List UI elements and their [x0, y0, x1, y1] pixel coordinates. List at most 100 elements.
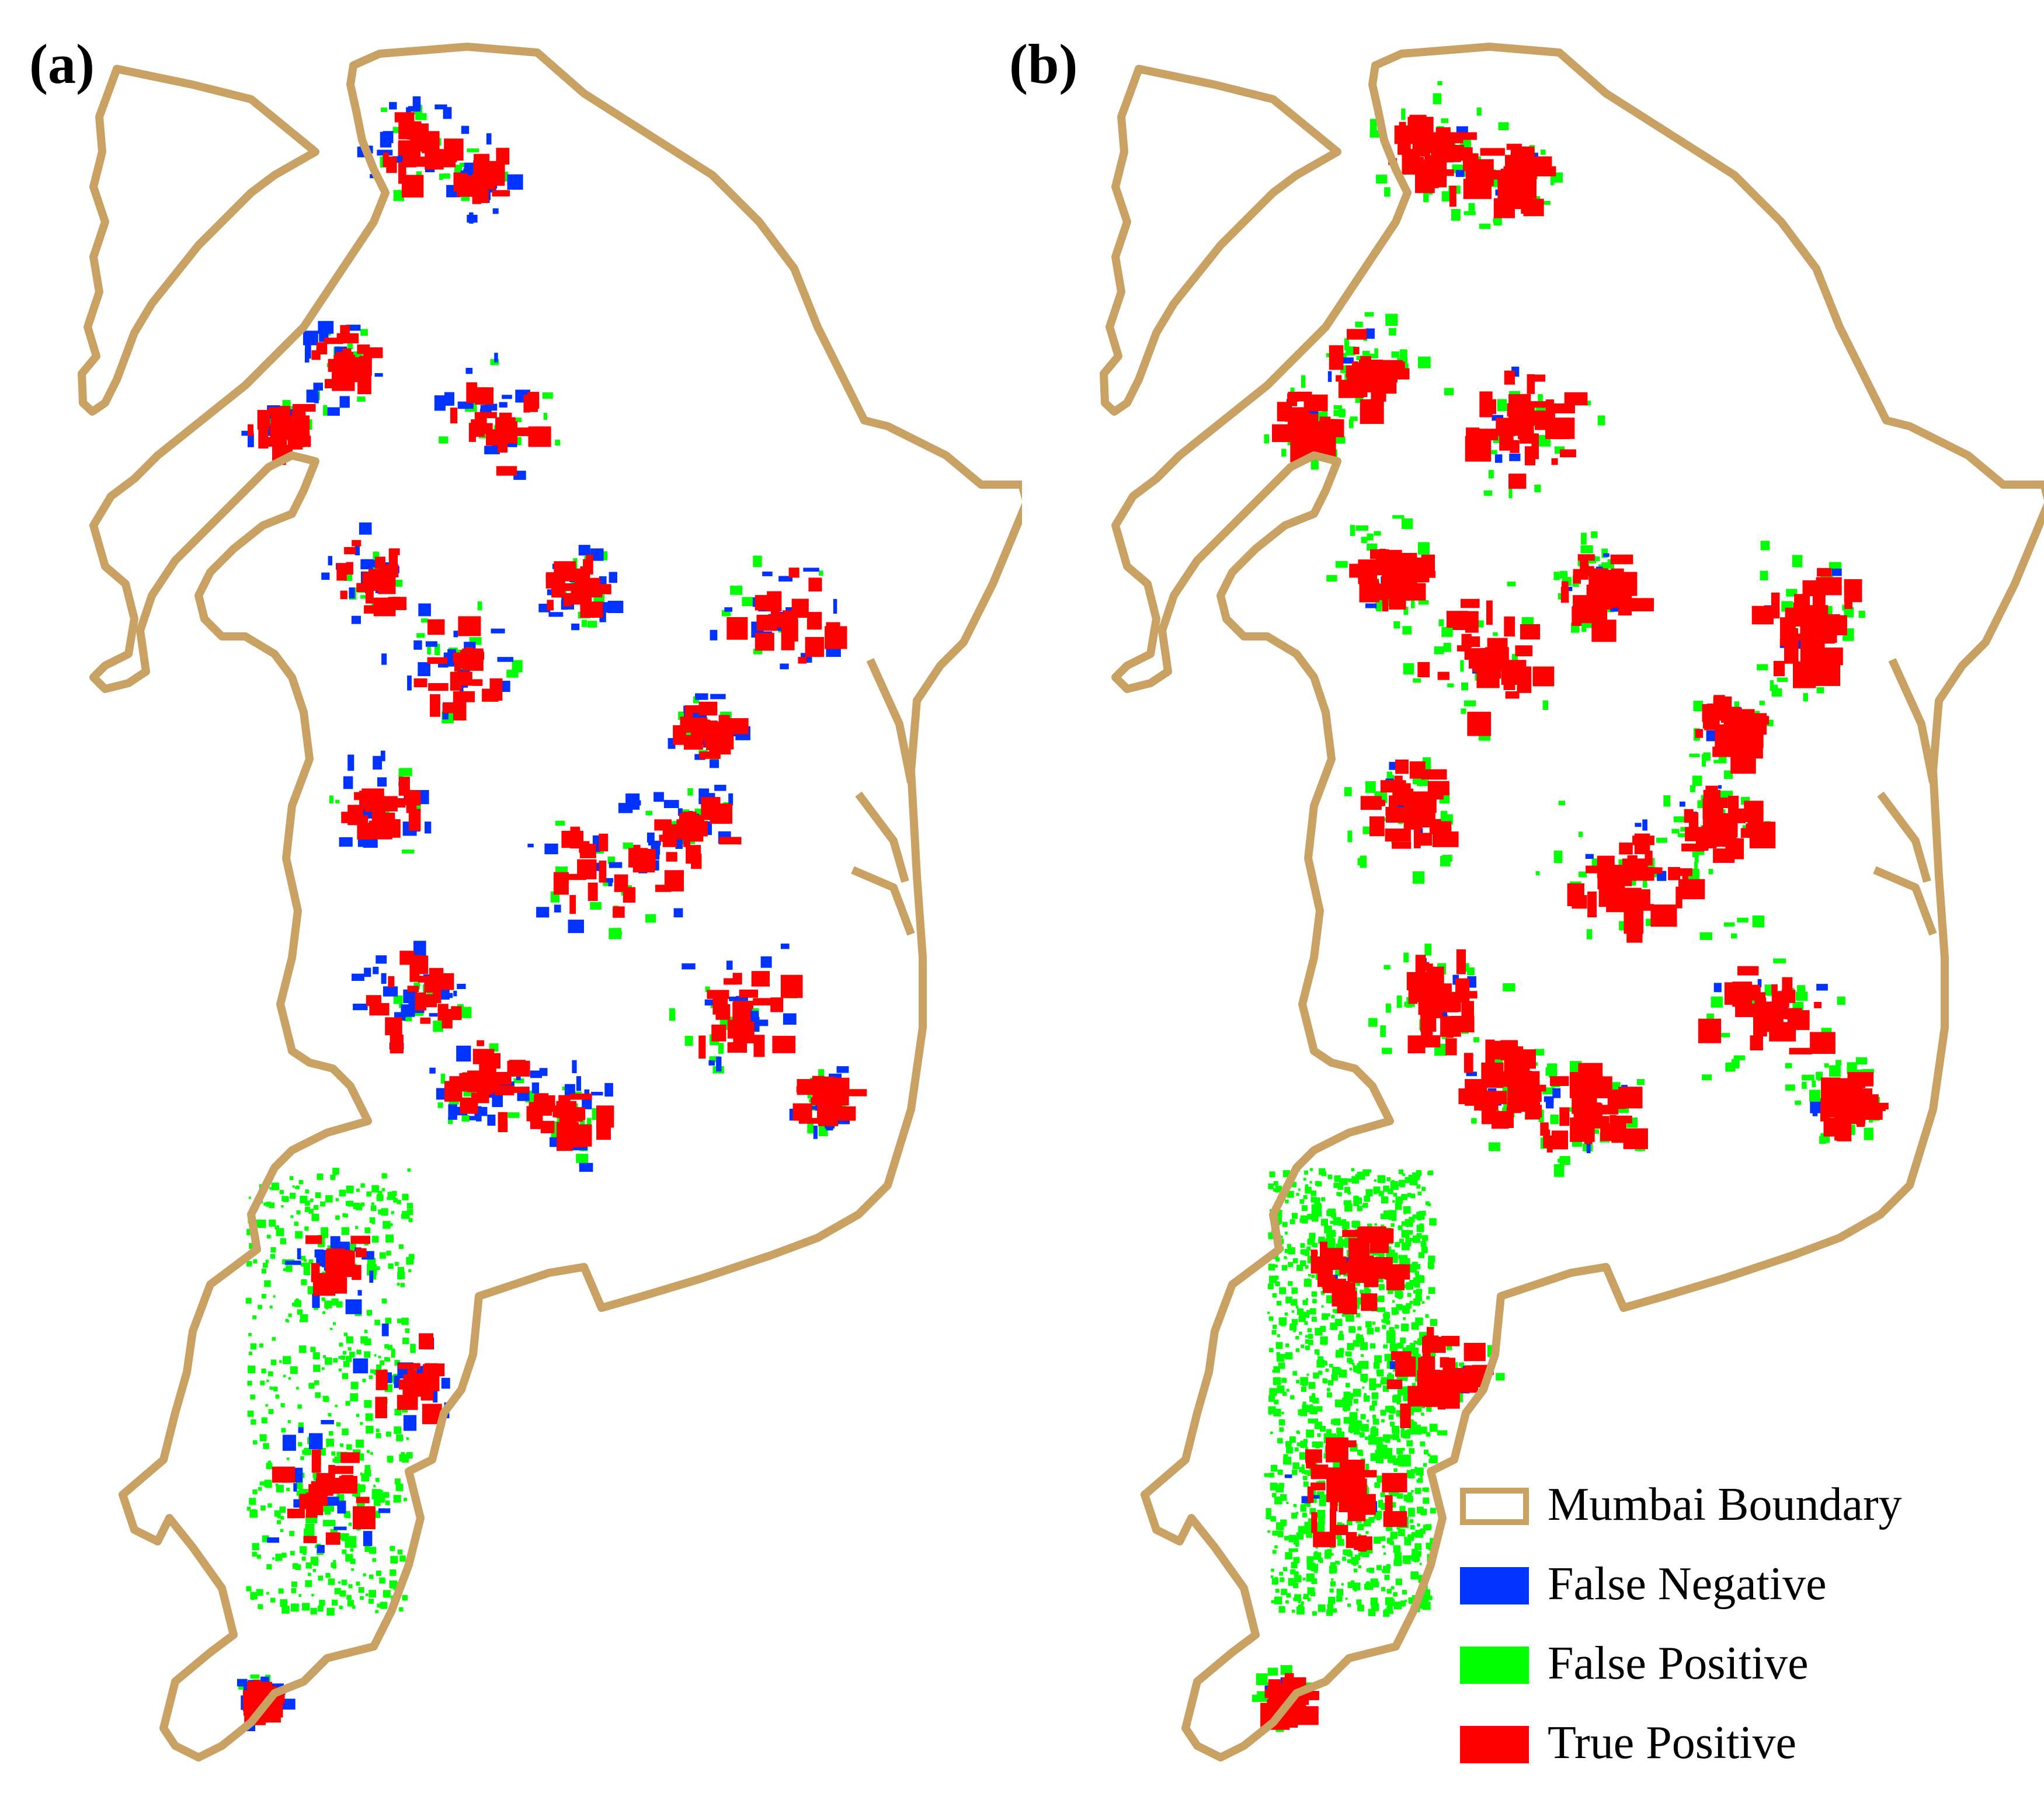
classified-patch: [1310, 1482, 1326, 1491]
classified-patch: [1293, 1557, 1300, 1564]
classified-patch: [373, 1485, 376, 1488]
classified-patch: [381, 973, 387, 984]
classified-patch: [555, 440, 561, 445]
classified-patch: [1353, 1428, 1360, 1435]
classified-patch: [1313, 1372, 1319, 1379]
classified-patch: [721, 610, 731, 617]
classified-patch: [1594, 612, 1604, 636]
classified-patch: [1422, 1235, 1428, 1241]
classified-patch: [465, 368, 473, 374]
classified-patch: [1419, 159, 1446, 166]
classified-patch: [606, 878, 614, 883]
classified-patch: [1493, 632, 1498, 636]
classified-patch: [1403, 1395, 1409, 1401]
classified-patch: [376, 1433, 381, 1439]
classified-patch: [416, 633, 425, 638]
classified-patch: [1409, 1265, 1417, 1273]
classified-patch: [300, 1314, 308, 1322]
classified-patch: [1317, 1433, 1321, 1437]
classified-patch: [365, 1413, 373, 1421]
classified-patch: [1357, 1426, 1362, 1430]
classified-patch: [1314, 1349, 1320, 1355]
classified-patch: [318, 321, 334, 334]
mumbai-boundary: [78, 43, 1022, 1762]
classified-patch: [340, 590, 347, 600]
classified-patch: [331, 1451, 336, 1456]
classified-patch: [1402, 626, 1412, 635]
classified-patch: [281, 1205, 284, 1208]
classified-patch: [1458, 1088, 1469, 1105]
classified-patch: [297, 1404, 302, 1409]
classified-patch: [1320, 1241, 1327, 1260]
classified-patch: [1286, 1388, 1289, 1392]
classified-patch: [1535, 871, 1540, 876]
classified-patch: [336, 1301, 343, 1308]
classified-patch: [1341, 1583, 1344, 1586]
classified-patch: [343, 776, 353, 789]
classified-patch: [328, 1578, 335, 1585]
classified-patch: [1356, 1495, 1371, 1505]
classified-patch: [298, 1442, 303, 1447]
classified-patch: [1586, 929, 1593, 939]
classified-patch: [363, 1531, 373, 1546]
classified-patch: [1751, 605, 1774, 625]
classified-patch: [305, 1206, 311, 1212]
classified-patch: [1309, 1508, 1316, 1515]
classified-patch: [369, 1574, 374, 1579]
classified-patch: [1371, 1392, 1379, 1400]
classified-patch: [1310, 1191, 1316, 1196]
classified-patch: [1398, 1529, 1405, 1536]
classified-patch: [1353, 1221, 1361, 1228]
classified-patch: [358, 1587, 364, 1593]
classified-patch: [1401, 1230, 1409, 1238]
classified-patch: [1316, 1353, 1320, 1356]
classified-patch: [1329, 1230, 1336, 1236]
classified-patch: [429, 1013, 438, 1017]
classified-patch: [352, 539, 361, 547]
classified-patch: [1306, 1562, 1314, 1569]
classified-patch: [1269, 1348, 1274, 1353]
classified-patch: [387, 1197, 390, 1200]
classified-patch: [571, 584, 578, 604]
classified-patch: [1416, 1291, 1420, 1295]
classified-patch: [1534, 1049, 1545, 1056]
classified-patch: [1277, 1531, 1284, 1537]
classified-patch: [1296, 437, 1303, 455]
classified-patch: [1400, 1432, 1406, 1438]
classified-patch: [1301, 1601, 1304, 1604]
classified-patch: [1268, 1395, 1275, 1402]
classified-patch: [1266, 1508, 1271, 1519]
classified-patch: [1268, 1316, 1274, 1321]
classified-patch: [673, 725, 686, 745]
classified-patch: [1285, 1441, 1292, 1447]
classified-patch: [1364, 1195, 1371, 1202]
classified-patch: [398, 1363, 420, 1369]
classified-patch: [1572, 895, 1587, 909]
classified-patch: [609, 928, 621, 939]
classified-patch: [527, 392, 540, 409]
classified-patch: [1318, 1370, 1323, 1375]
classified-patch: [398, 768, 404, 781]
classified-patch: [792, 1103, 812, 1121]
classified-patch: [1382, 1473, 1407, 1492]
classified-patch: [1363, 1395, 1370, 1402]
classified-patch: [1809, 1089, 1821, 1102]
classified-patch: [373, 756, 383, 770]
classified-patch: [1796, 991, 1808, 1001]
classified-patch: [1346, 1200, 1352, 1206]
classified-patch: [1252, 1694, 1263, 1702]
classified-patch: [1389, 1213, 1396, 1220]
classified-patch: [356, 583, 370, 592]
classified-patch: [1501, 189, 1510, 198]
classified-patch: [691, 854, 702, 869]
classified-patch: [1278, 1223, 1281, 1226]
classified-patch: [1410, 1524, 1415, 1530]
classified-patch: [1334, 1308, 1340, 1314]
classified-patch: [317, 1606, 324, 1612]
classified-patch: [433, 1021, 443, 1032]
classified-patch: [1345, 1383, 1350, 1388]
classified-patch: [266, 1234, 271, 1239]
classified-patch: [273, 1295, 276, 1298]
classified-patch: [300, 1262, 305, 1267]
classified-patch: [385, 1500, 390, 1505]
